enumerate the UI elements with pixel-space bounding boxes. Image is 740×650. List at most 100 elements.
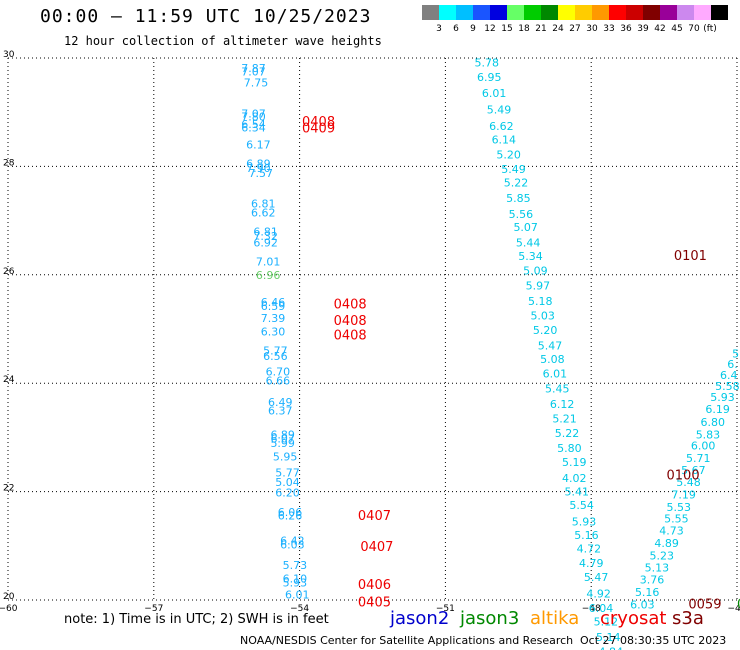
data-label: 6.00 xyxy=(691,440,716,453)
data-label: 5.03 xyxy=(530,309,555,322)
x-tick-label: −48 xyxy=(582,604,601,614)
data-label: 6.54 xyxy=(241,118,266,131)
data-label: 0101 xyxy=(674,249,707,264)
data-label: 7.19 xyxy=(671,488,696,501)
data-label: 6.66 xyxy=(266,374,291,387)
data-label: 5.12 xyxy=(594,616,619,629)
data-label: 7.07 xyxy=(241,66,266,79)
satellite-legend-item: jason2 xyxy=(390,608,450,629)
data-label: 5.09 xyxy=(523,264,548,277)
data-label: 7.07 xyxy=(241,107,266,120)
data-label: 6.81 xyxy=(251,197,276,210)
scale-label: 6 xyxy=(453,24,459,34)
data-label: 7.90 xyxy=(246,162,271,175)
data-label: 5.71 xyxy=(686,452,711,465)
data-label: 5.44 xyxy=(516,236,541,249)
x-tick-label: −60 xyxy=(0,604,18,614)
data-label: 6.95 xyxy=(477,71,502,84)
satellite-legend-item: jason3 xyxy=(460,608,520,629)
data-label: 7.87 xyxy=(241,62,266,75)
data-label: 6.01 xyxy=(482,87,507,100)
data-label: 6.80 xyxy=(701,416,726,429)
data-label: 6.20 xyxy=(275,487,300,500)
data-label: 5.5 xyxy=(732,347,740,360)
scale-unit-label: (ft) xyxy=(703,24,717,34)
data-label: 5.16 xyxy=(635,586,660,599)
scale-label: 9 xyxy=(470,24,476,34)
scale-swatch xyxy=(694,5,711,20)
scale-label: 42 xyxy=(654,24,666,34)
data-label: 0100 xyxy=(667,468,700,483)
data-label: 4.89 xyxy=(654,537,679,550)
scale-swatch xyxy=(626,5,643,20)
data-label: 6.42 xyxy=(280,534,305,547)
data-label: 5.93 xyxy=(572,515,597,528)
data-label: 6.49 xyxy=(268,396,293,409)
data-label: 4.84 xyxy=(598,645,623,650)
data-label: 5.77 xyxy=(275,467,300,480)
y-tick-label: 30 xyxy=(3,50,15,60)
data-label: 5.93 xyxy=(710,391,735,404)
data-label: 5.41 xyxy=(564,486,589,499)
data-label: 7.01 xyxy=(256,255,280,268)
data-label: 5.58 xyxy=(715,380,740,393)
data-label: 6.01 xyxy=(543,367,568,380)
data-label: 4.92 xyxy=(586,587,611,600)
data-label: 5.04 xyxy=(275,476,300,489)
data-label: 0408 xyxy=(334,329,367,344)
data-label: 6.10 xyxy=(283,572,308,585)
data-label: 6.4 xyxy=(720,369,738,382)
data-label: 4.72 xyxy=(577,543,602,556)
data-label: 0405 xyxy=(358,596,391,611)
data-label: 5.07 xyxy=(513,221,538,234)
data-label: 6.03 xyxy=(630,598,655,611)
scale-swatch xyxy=(558,5,575,20)
data-label: 0408 xyxy=(334,314,367,329)
scale-label: 30 xyxy=(586,24,598,34)
data-label: 6.37 xyxy=(268,404,293,417)
data-label: 6.56 xyxy=(263,350,288,363)
data-label: 6.89 xyxy=(270,429,295,442)
data-label: 0407 xyxy=(358,509,391,524)
data-label: 5.85 xyxy=(506,192,531,205)
data-label: 6.62 xyxy=(251,206,276,219)
scale-swatch xyxy=(575,5,592,20)
scale-swatch xyxy=(660,5,677,20)
scale-label: 3 xyxy=(436,24,442,34)
data-label: 6.62 xyxy=(489,120,514,133)
data-label: 6.03 xyxy=(280,539,305,552)
data-label: 6.07 xyxy=(270,432,295,445)
data-label: 5.18 xyxy=(528,295,553,308)
data-label: 5.77 xyxy=(263,345,288,358)
scale-label: 45 xyxy=(671,24,683,34)
data-label: 5.21 xyxy=(552,412,577,425)
data-label: 7.39 xyxy=(261,312,286,325)
scale-label: 33 xyxy=(603,24,615,34)
data-label: 5.67 xyxy=(681,464,706,477)
data-label: 5.23 xyxy=(650,550,675,563)
data-label: 5.56 xyxy=(509,208,533,221)
data-label: 5.20 xyxy=(496,148,521,161)
data-label: 5.34 xyxy=(518,250,543,263)
y-tick-label: 20 xyxy=(3,592,15,602)
data-label: 4.02 xyxy=(562,472,587,485)
scale-label: 15 xyxy=(501,24,513,34)
scale-swatch xyxy=(456,5,473,20)
scale-label: 24 xyxy=(552,24,564,34)
data-label: 3.76 xyxy=(640,573,665,586)
data-label: 6.06 xyxy=(278,506,303,519)
data-label: 5.14 xyxy=(596,631,621,644)
data-label: 5.93 xyxy=(283,577,308,590)
scale-swatch xyxy=(490,5,507,20)
data-label: 5.55 xyxy=(664,513,689,526)
data-label: 5.22 xyxy=(504,177,528,190)
x-tick-label: −51 xyxy=(436,604,455,614)
scale-label: 70 xyxy=(688,24,700,34)
data-label: 5.99 xyxy=(270,437,295,450)
scale-swatch xyxy=(643,5,660,20)
data-label: 7.75 xyxy=(244,76,269,89)
data-label: 5.20 xyxy=(533,324,558,337)
x-tick-label: −45 xyxy=(728,604,740,614)
data-label: 5.48 xyxy=(676,476,701,489)
